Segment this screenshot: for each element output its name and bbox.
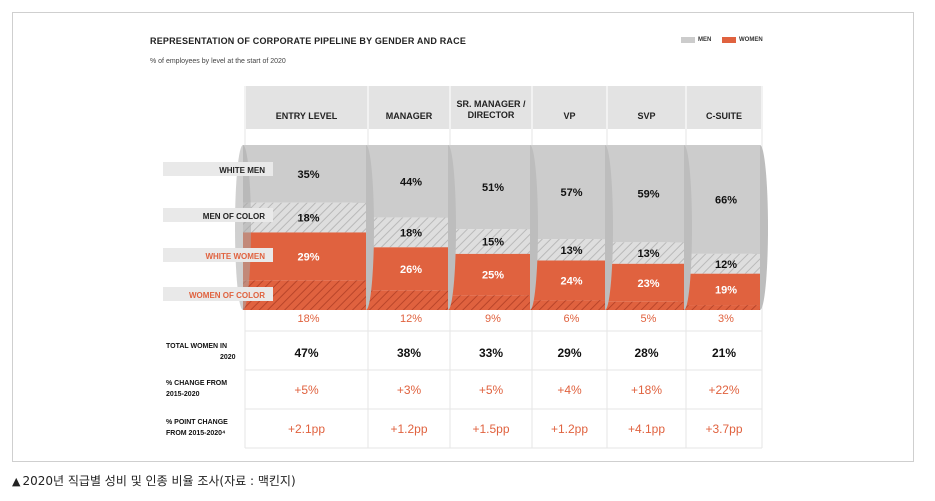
row-label-2: % CHANGE FROM 2015-2020 <box>166 380 227 398</box>
row-1-value-3: 33% <box>479 346 503 360</box>
value-white-men-4: 57% <box>560 187 582 199</box>
segment-women-of-color-5 <box>599 301 684 310</box>
segment-white-women-3 <box>442 253 530 296</box>
segment-white-women-5 <box>599 263 684 302</box>
segment-women-of-color-4 <box>524 300 605 310</box>
legend-women-swatch <box>722 37 736 43</box>
column-header-bg <box>687 86 761 129</box>
value-men-of-color-5: 13% <box>637 248 659 260</box>
column-header-bg <box>369 86 449 129</box>
row-2-value-6: +22% <box>708 383 739 397</box>
segment-men-of-color-3 <box>442 229 530 254</box>
row-1-value-1: 47% <box>294 346 318 360</box>
row-3-value-1: +2.1pp <box>288 422 325 436</box>
value-white-women-5: 23% <box>637 278 659 290</box>
row-2-value-4: +4% <box>557 383 582 397</box>
segment-white-women-6 <box>678 273 760 306</box>
legend-women: WOMEN <box>722 37 763 43</box>
row-2-value-1: +5% <box>294 383 319 397</box>
value-white-women-3: 25% <box>482 270 504 282</box>
row-1-value-6: 21% <box>712 346 736 360</box>
row-2-value-2: +3% <box>397 383 422 397</box>
segment-label-bg <box>163 208 273 222</box>
value-white-women-1: 29% <box>297 251 319 263</box>
column-header-4: VP <box>563 111 575 121</box>
value-white-men-3: 51% <box>482 182 504 194</box>
chart-subtitle: % of employees by level at the start of … <box>150 58 286 65</box>
value-women-of-color-4: 6% <box>564 313 580 325</box>
figure-caption: ▲ 2020년 직급별 성비 및 인종 비율 조사(자료 : 맥킨지) <box>12 472 296 489</box>
legend-men-swatch <box>681 37 695 43</box>
segment-label-bg <box>163 287 273 301</box>
value-white-men-5: 59% <box>637 189 659 201</box>
segment-men-of-color-2 <box>360 217 448 248</box>
value-men-of-color-2: 18% <box>400 227 422 239</box>
row-3-value-3: +1.5pp <box>472 422 509 436</box>
value-men-of-color-3: 15% <box>482 237 504 249</box>
segment-women-of-color-2 <box>360 290 448 310</box>
row-3-value-6: +3.7pp <box>705 422 742 436</box>
value-men-of-color-1: 18% <box>297 213 319 225</box>
value-white-women-2: 26% <box>400 264 422 276</box>
row-1-value-2: 38% <box>397 346 421 360</box>
legend-women-label: WOMEN <box>739 37 763 43</box>
segment-women-of-color-6 <box>678 305 760 310</box>
up-triangle-icon: ▲ <box>12 475 21 488</box>
segment-women-of-color-3 <box>442 295 530 310</box>
value-women-of-color-1: 18% <box>297 313 319 325</box>
row-label-3: % POINT CHANGE FROM 2015-2020⁴ <box>166 419 228 437</box>
column-header-bg <box>246 86 367 129</box>
cylinder-left-cap <box>235 145 251 310</box>
column-header-1: ENTRY LEVEL <box>276 111 338 121</box>
segment-label-4: WOMEN OF COLOR <box>189 291 265 300</box>
row-3-value-5: +4.1pp <box>628 422 665 436</box>
segment-men-of-color-5 <box>599 242 684 264</box>
chart-title: REPRESENTATION OF CORPORATE PIPELINE BY … <box>150 36 467 46</box>
value-white-men-1: 35% <box>297 169 319 181</box>
segment-white-women-2 <box>360 247 448 291</box>
value-white-men-2: 44% <box>400 176 422 188</box>
column-header-5: SVP <box>637 111 655 121</box>
column-header-bg <box>608 86 685 129</box>
row-1-value-4: 29% <box>557 346 581 360</box>
row-2-value-3: +5% <box>479 383 504 397</box>
segment-label-bg <box>163 162 273 176</box>
row-3-value-4: +1.2pp <box>551 422 588 436</box>
row-1-value-5: 28% <box>634 346 658 360</box>
segment-label-1: WHITE MEN <box>219 166 265 175</box>
value-women-of-color-3: 9% <box>485 313 501 325</box>
segment-men-of-color-6 <box>678 253 760 274</box>
value-white-women-6: 19% <box>715 284 737 296</box>
segment-white-men-3 <box>442 145 530 230</box>
value-women-of-color-2: 12% <box>400 313 422 325</box>
value-men-of-color-6: 12% <box>715 259 737 271</box>
value-women-of-color-6: 3% <box>718 313 734 325</box>
column-header-6: C-SUITE <box>706 111 742 121</box>
column-header-3: SR. MANAGER / DIRECTOR <box>456 99 526 120</box>
row-2-value-5: +18% <box>631 383 662 397</box>
value-white-men-6: 66% <box>715 194 737 206</box>
column-header-2: MANAGER <box>386 111 433 121</box>
column-header-bg <box>451 86 531 129</box>
segment-label-bg <box>163 248 273 262</box>
column-header-bg <box>533 86 606 129</box>
segment-white-women-4 <box>524 260 605 301</box>
value-men-of-color-4: 13% <box>560 245 582 257</box>
row-label-1: TOTAL WOMEN IN 2020 <box>166 343 236 361</box>
caption-text: 2020년 직급별 성비 및 인종 비율 조사(자료 : 맥킨지) <box>22 474 296 488</box>
segment-white-men-2 <box>360 145 448 218</box>
legend-men: MEN <box>681 37 711 43</box>
segment-men-of-color-4 <box>524 239 605 261</box>
value-women-of-color-5: 5% <box>641 313 657 325</box>
row-3-value-2: +1.2pp <box>390 422 427 436</box>
segment-white-men-5 <box>599 145 684 243</box>
value-white-women-4: 24% <box>560 275 582 287</box>
segment-label-3: WHITE WOMEN <box>205 252 265 261</box>
segment-label-2: MEN OF COLOR <box>203 212 265 221</box>
legend-men-label: MEN <box>698 37 712 43</box>
